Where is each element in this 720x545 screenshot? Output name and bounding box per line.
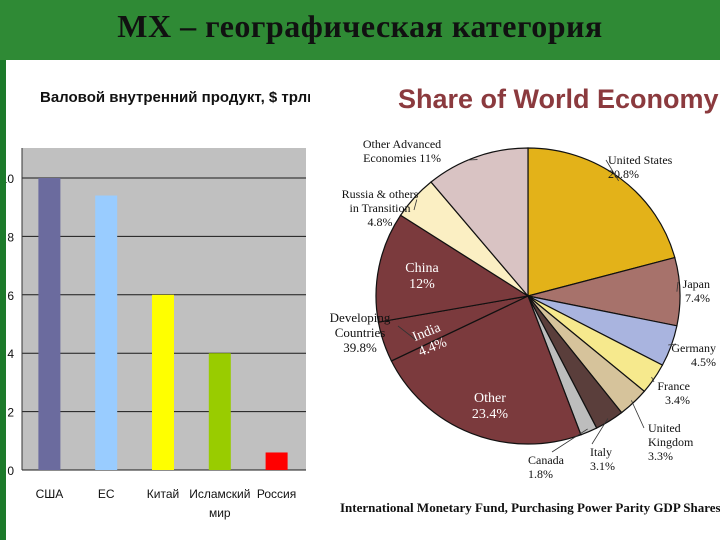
slide-title: МХ – географическая категория	[0, 8, 720, 45]
source-note: International Monetary Fund, Purchasing …	[340, 500, 720, 515]
panel-frame	[0, 60, 310, 540]
leader-line	[631, 400, 644, 428]
pie-chart-title: Share of World Economy	[398, 84, 719, 114]
